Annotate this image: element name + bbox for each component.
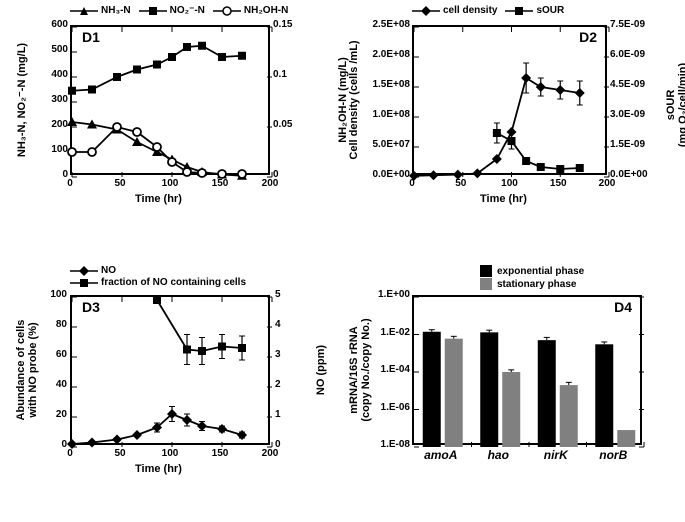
panel-d2: cell density sOUR D2 Cell density (cells… [350, 5, 685, 245]
panel-d3: NO fraction of NO containing cells D3 Ab… [15, 265, 345, 515]
d3-x-label: Time (hr) [135, 463, 182, 475]
d1-x-label: Time (hr) [135, 193, 182, 205]
d3-legend: NO fraction of NO containing cells [70, 265, 246, 288]
d2-x-label: Time (hr) [480, 193, 527, 205]
d1-legend: NH₃-N NO₂⁻-N NH₂OH-N [70, 5, 288, 16]
d4-legend: exponential phase stationary phase [480, 265, 584, 290]
d3-plot: D3 [70, 295, 270, 445]
d4-plot: D4 [412, 295, 642, 445]
d2-y1-label: Cell density (cells /mL) [348, 25, 360, 175]
d1-y1-label: NH₃-N, NO₂⁻-N (mg/L) [15, 25, 28, 175]
d2-legend: cell density sOUR [412, 5, 564, 16]
d2-y2-label: sOUR (mg O₂/cell/min) [665, 20, 685, 190]
d2-plot: D2 [412, 25, 607, 175]
d3-y2-label: NO (ppm) [315, 295, 327, 445]
d3-y1-label: Abundance of cells with NO probe (%) [15, 290, 39, 450]
panel-d4: exponential phase stationary phase D4 mR… [350, 265, 685, 515]
d1-plot: D1 [70, 25, 270, 175]
panel-d1: NH₃-N NO₂⁻-N NH₂OH-N D1 NH₃-N, NO₂⁻-N (m… [15, 5, 345, 245]
